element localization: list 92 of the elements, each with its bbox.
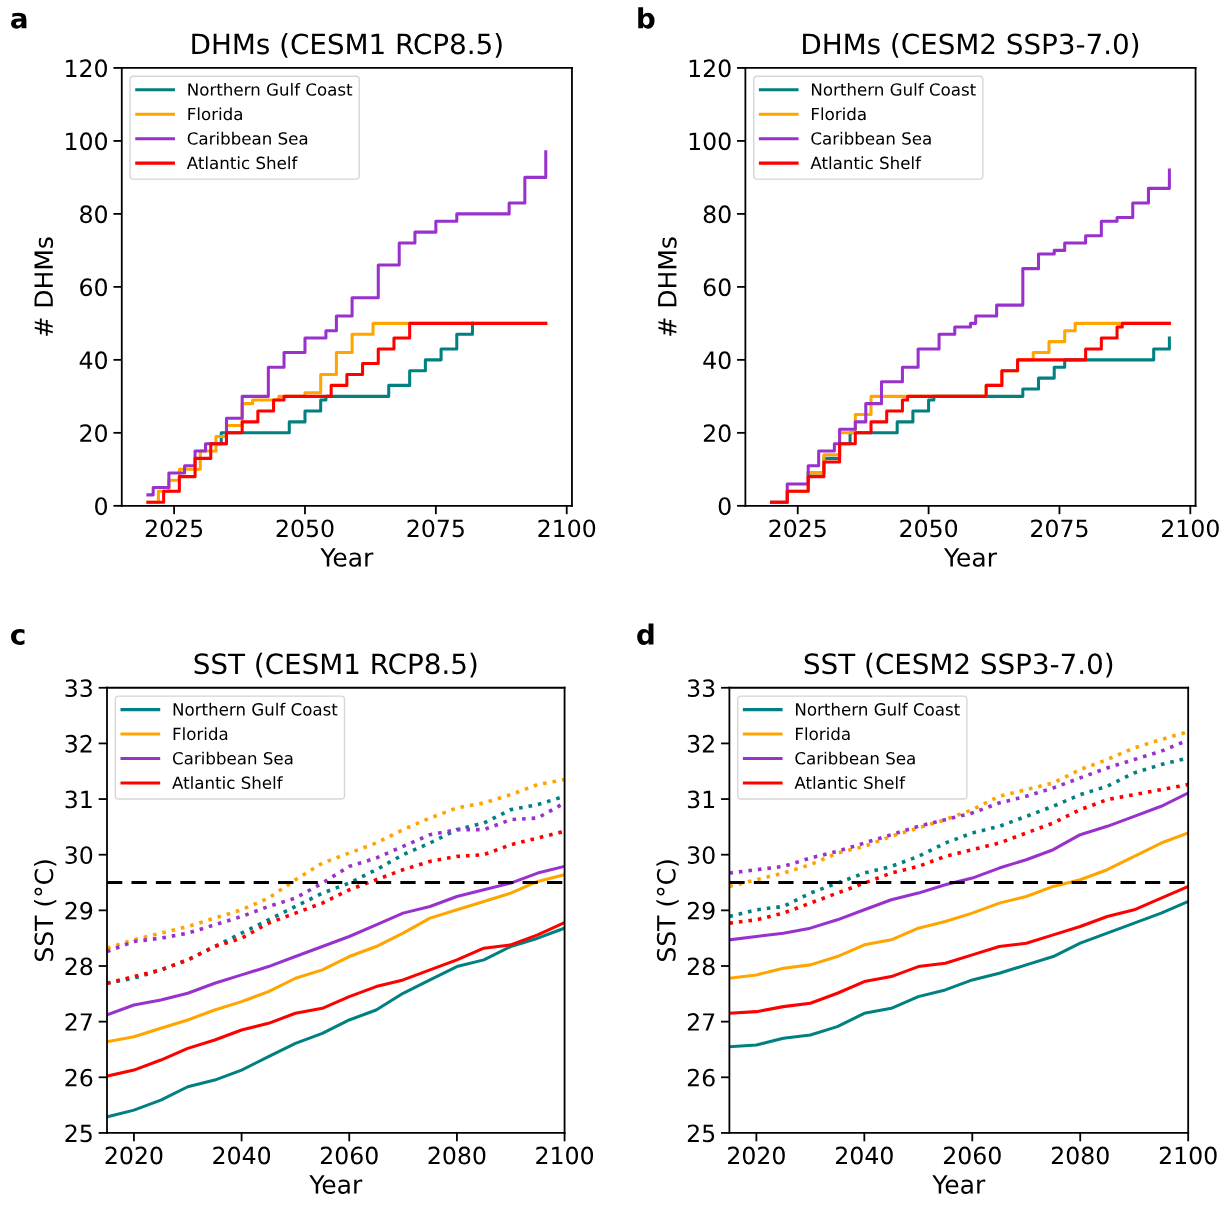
line-series (107, 926, 565, 1119)
y-tick-label: 30 (65, 846, 93, 865)
line-series (107, 777, 565, 951)
legend-label: Florida (796, 727, 850, 741)
line-series (729, 831, 1189, 980)
y-axis-title: # DHMs (658, 237, 677, 336)
y-tick-label: 25 (65, 1124, 92, 1143)
y-tick-label: 60 (80, 278, 108, 297)
y-axis-title: SST (°C) (656, 860, 679, 961)
legend-label: Atlantic Shelf (810, 156, 922, 170)
chart-title: SST (CESM1 RCP8.5) (194, 652, 477, 678)
y-tick-label: 27 (687, 1013, 715, 1031)
text: c (11, 628, 25, 645)
chart-title: DHMs (CESM2 SSP3-7.0) (803, 32, 1139, 58)
x-tick-label: 2100 (538, 519, 596, 538)
x-tick-label: 2080 (428, 1146, 486, 1165)
line-series (729, 899, 1189, 1049)
y-tick-label: 32 (687, 734, 714, 753)
y-tick-label: 31 (65, 790, 92, 809)
x-tick-label: 2100 (1159, 1146, 1217, 1165)
legend-label: Northern Gulf Coast (796, 702, 960, 716)
y-tick-label: 30 (687, 846, 715, 865)
legend-label: Caribbean Sea (172, 751, 293, 765)
y-axis-title: # DHMs (34, 237, 54, 336)
y-tick-label: 26 (65, 1068, 93, 1087)
line-series (729, 791, 1189, 942)
x-tick-label: 2040 (213, 1146, 271, 1165)
legend-label: Northern Gulf Coast (188, 82, 353, 96)
x-tick-label: 2020 (728, 1146, 785, 1165)
y-tick-label: 29 (687, 901, 715, 920)
y-tick-label: 0 (95, 497, 108, 516)
y-tick-label: 28 (687, 957, 715, 976)
x-tick-label: 2060 (320, 1146, 378, 1165)
y-tick-label: 28 (65, 957, 93, 976)
x-axis-title: Year (943, 548, 997, 567)
y-tick-label: 80 (703, 205, 731, 224)
line-series (107, 864, 565, 1017)
y-tick-label: 20 (80, 424, 108, 443)
x-tick-label: 2075 (407, 519, 464, 538)
x-tick-label: 2020 (105, 1146, 163, 1165)
y-tick-label: 25 (687, 1124, 715, 1143)
x-tick-label: 2060 (943, 1146, 1001, 1165)
x-tick-label: 2080 (1051, 1146, 1109, 1165)
chart-title: DHMs (CESM1 RCP8.5) (192, 32, 502, 58)
legend-label: Caribbean Sea (811, 131, 931, 145)
x-tick-label: 2025 (769, 519, 826, 538)
legend-label: Northern Gulf Coast (173, 702, 338, 716)
text: a (11, 12, 27, 29)
y-tick-label: 120 (66, 59, 108, 78)
legend-label: Atlantic Shelf (794, 776, 906, 790)
x-tick-label: 2050 (900, 519, 958, 538)
legend-label: Florida (173, 727, 228, 741)
x-tick-label: 2050 (276, 519, 334, 538)
line-series (107, 873, 565, 1044)
y-tick-label: 100 (689, 132, 731, 151)
y-tick-label: 31 (687, 790, 715, 809)
y-tick-label: 40 (703, 351, 731, 370)
legend-label: Atlantic Shelf (186, 156, 298, 170)
y-tick-label: 80 (80, 205, 108, 224)
line-series (729, 884, 1189, 1015)
text: d (637, 623, 654, 645)
text: b (638, 7, 655, 29)
y-tick-label: 26 (687, 1068, 715, 1087)
x-tick-label: 2075 (1031, 519, 1088, 538)
y-tick-label: 100 (66, 132, 108, 151)
chart-title: SST (CESM2 SSP3-7.0) (804, 652, 1113, 678)
y-tick-label: 29 (65, 901, 93, 920)
y-tick-label: 0 (718, 497, 731, 516)
y-tick-label: 40 (79, 351, 108, 370)
legend-label: Florida (812, 107, 866, 121)
y-tick-label: 120 (689, 59, 731, 78)
legend-label: Caribbean Sea (187, 131, 308, 145)
y-tick-label: 27 (65, 1013, 92, 1031)
x-tick-label: 2040 (836, 1146, 893, 1165)
legend-label: Florida (188, 107, 242, 121)
line-series (107, 829, 565, 986)
y-axis-title: SST (°C) (34, 860, 57, 961)
x-axis-title: Year (320, 548, 374, 567)
x-tick-label: 2025 (145, 519, 203, 538)
legend-label: Atlantic Shelf (172, 776, 283, 790)
y-tick-label: 32 (65, 734, 92, 753)
x-axis-title: Year (932, 1175, 986, 1194)
legend-label: Caribbean Sea (795, 751, 915, 765)
line-series (107, 921, 565, 1078)
y-tick-label: 33 (65, 679, 92, 698)
y-tick-label: 20 (703, 424, 731, 443)
y-tick-label: 33 (687, 679, 715, 698)
x-axis-title: Year (309, 1175, 363, 1194)
x-tick-label: 2100 (1162, 519, 1219, 538)
x-tick-label: 2100 (536, 1146, 594, 1165)
legend-label: Northern Gulf Coast (812, 82, 976, 96)
y-tick-label: 60 (703, 278, 731, 297)
